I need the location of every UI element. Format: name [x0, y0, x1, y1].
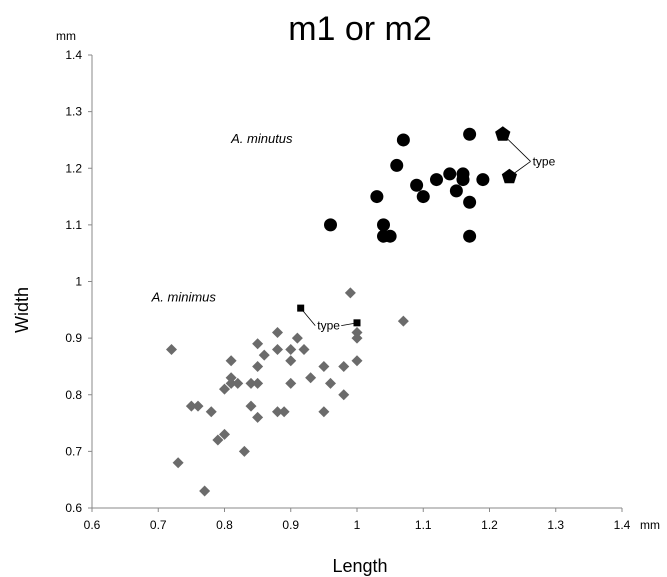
a-minutus-type-specimen-point [501, 168, 517, 184]
a-minimus-point [219, 383, 230, 395]
y-tick-label: 0.6 [65, 501, 82, 515]
a-minutus-type-specimen-point [495, 126, 511, 141]
a-minimus-point [338, 360, 350, 372]
a-minimus-point [252, 377, 264, 389]
a-minimus-point [185, 400, 197, 412]
y-tick-label: 1.2 [65, 161, 82, 175]
a-minimus-point [305, 372, 317, 384]
x-tick-label: 1 [354, 518, 361, 532]
x-tick-label: 1.1 [415, 518, 432, 532]
a-minutus-point [463, 127, 477, 141]
data-marks [166, 126, 517, 497]
a-minutus-point [390, 158, 404, 172]
a-minutus-point [430, 173, 443, 187]
a-minimus-type-specimen-point [353, 319, 361, 327]
a-minimus-point [245, 377, 257, 389]
axes: 0.6 0.7 0.8 0.9 1 1.1 1.2 1.3 1.4 0.6 0.7 0.8 0.9 1 1.… [65, 48, 630, 532]
a-minimus-point [219, 428, 230, 440]
a-minimus-point [344, 287, 356, 299]
x-axis-label: Length [332, 556, 387, 576]
a-minimus-point [272, 406, 283, 418]
a-minimus-point [252, 360, 264, 372]
a-minimus-point [278, 406, 290, 418]
a-minimus-point [172, 457, 184, 469]
x-axis-unit: mm [640, 518, 660, 532]
a-minimus-point [252, 338, 264, 350]
a-minutus-point [410, 178, 424, 192]
species-label: A. minimus [151, 289, 217, 304]
x-tick-label: 0.7 [150, 518, 167, 532]
a-minimus-point [192, 400, 204, 412]
a-minimus-point [225, 377, 237, 389]
species-label: A. minutus [230, 131, 293, 146]
a-minimus-point [351, 326, 363, 338]
a-minimus-point [212, 434, 224, 446]
a-minimus-point [397, 315, 409, 327]
y-tick-label: 1.3 [65, 105, 82, 119]
a-minimus-point [199, 485, 211, 497]
a-minimus-point [285, 355, 297, 367]
a-minimus-point [232, 377, 244, 389]
a-minimus-point [272, 343, 283, 355]
x-tick-label: 1.3 [547, 518, 564, 532]
a-minimus-point [291, 332, 303, 344]
a-minimus-point [238, 445, 250, 457]
a-minimus-point [285, 343, 297, 355]
x-tick-label: 0.9 [282, 518, 299, 532]
a-minutus-point [456, 173, 470, 187]
a-minimus-point [225, 372, 237, 384]
type-annotation-label: type [317, 319, 340, 333]
a-minutus-point [416, 190, 430, 204]
a-minutus-point [476, 173, 490, 187]
a-minimus-point [225, 355, 237, 367]
a-minimus-point [351, 332, 363, 344]
a-minimus-point [351, 355, 363, 367]
type-annotation-label: type [533, 154, 556, 168]
a-minutus-point [377, 218, 390, 232]
a-minutus-point [370, 190, 384, 204]
a-minimus-type-specimen-point [297, 304, 305, 312]
x-tick-label: 1.4 [614, 518, 631, 532]
x-tick-label: 1.2 [481, 518, 498, 532]
a-minutus-point [449, 184, 463, 198]
a-minimus-point [318, 360, 330, 372]
y-tick-label: 1.4 [65, 48, 82, 62]
a-minimus-point [245, 400, 257, 412]
a-minimus-point [325, 377, 336, 389]
y-tick-label: 0.7 [65, 444, 82, 458]
y-tick-label: 0.8 [65, 388, 82, 402]
x-tick-label: 0.6 [84, 518, 101, 532]
a-minutus-point [463, 195, 477, 209]
annotation-lines [300, 133, 531, 327]
x-tick-label: 0.8 [216, 518, 233, 532]
a-minutus-point [463, 229, 477, 243]
a-minimus-point [272, 326, 283, 338]
a-minimus-point [285, 377, 297, 389]
chart-title: m1 or m2 [288, 10, 432, 48]
a-minimus-point [166, 343, 177, 355]
a-minimus-point [258, 349, 270, 361]
a-minimus-point [205, 406, 217, 418]
y-tick-label: 1.1 [65, 218, 82, 232]
a-minutus-point [443, 167, 457, 181]
y-tick-label: 0.9 [65, 331, 82, 345]
a-minutus-point [324, 218, 337, 232]
a-minimus-point [252, 411, 264, 423]
y-tick-label: 1 [75, 275, 82, 289]
a-minutus-point [383, 229, 397, 243]
a-minutus-point [396, 133, 410, 147]
y-axis-unit: mm [56, 29, 76, 43]
annotations: A. minutus A. minimus type type [151, 131, 556, 333]
a-minimus-point [318, 406, 330, 418]
a-minimus-point [338, 389, 350, 401]
a-minimus-point [298, 343, 310, 355]
y-axis-label: Width [12, 287, 32, 333]
